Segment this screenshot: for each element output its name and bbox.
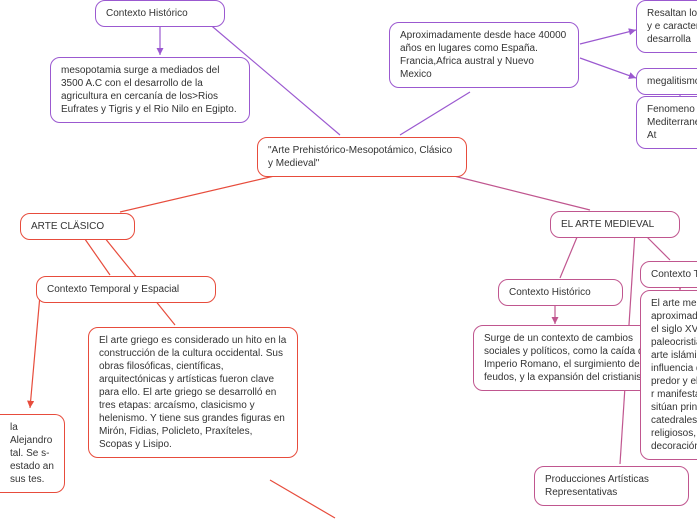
node-contexto_historico: Contexto Histórico	[95, 0, 225, 27]
node-medieval_long: El arte medieval aproximadame hasta el s…	[640, 290, 697, 460]
node-contexto_temp: Contexto Temporal y Espacial	[36, 276, 216, 303]
edge-9	[30, 295, 40, 408]
node-central: "Arte Prehistórico-Mesopotámico, Clásico…	[257, 137, 467, 177]
node-resaltan: Resaltan los pinturas y e caracterizac y…	[636, 0, 697, 53]
edge-2	[400, 92, 470, 135]
node-megalitismo: megalitismo	[636, 68, 697, 95]
edge-4	[580, 58, 636, 78]
node-contexto_hist2: Contexto Histórico	[498, 279, 623, 306]
edge-3	[580, 30, 636, 44]
node-arte_medieval: EL ARTE MEDIEVAL	[550, 211, 680, 238]
node-arte_clasico: ARTE CLÄSICO	[20, 213, 135, 240]
node-alejandro: la Alejandro tal. Se s-estado an sus tes…	[0, 414, 65, 493]
node-contexto_temp2: Contexto Tem	[640, 261, 697, 288]
node-fenomeno: Fenomeno p Mediterrane y Europa At	[636, 96, 697, 149]
node-aprox: Aproximadamente desde hace 40000 años en…	[389, 22, 579, 88]
edge-10	[270, 480, 335, 518]
node-arte_griego: El arte griego es considerado un hito en…	[88, 327, 298, 458]
node-mesopotamia: mesopotamia surge a mediados del 3500 A.…	[50, 57, 250, 123]
node-producciones: Producciones Artísticas Representativas	[534, 466, 689, 506]
